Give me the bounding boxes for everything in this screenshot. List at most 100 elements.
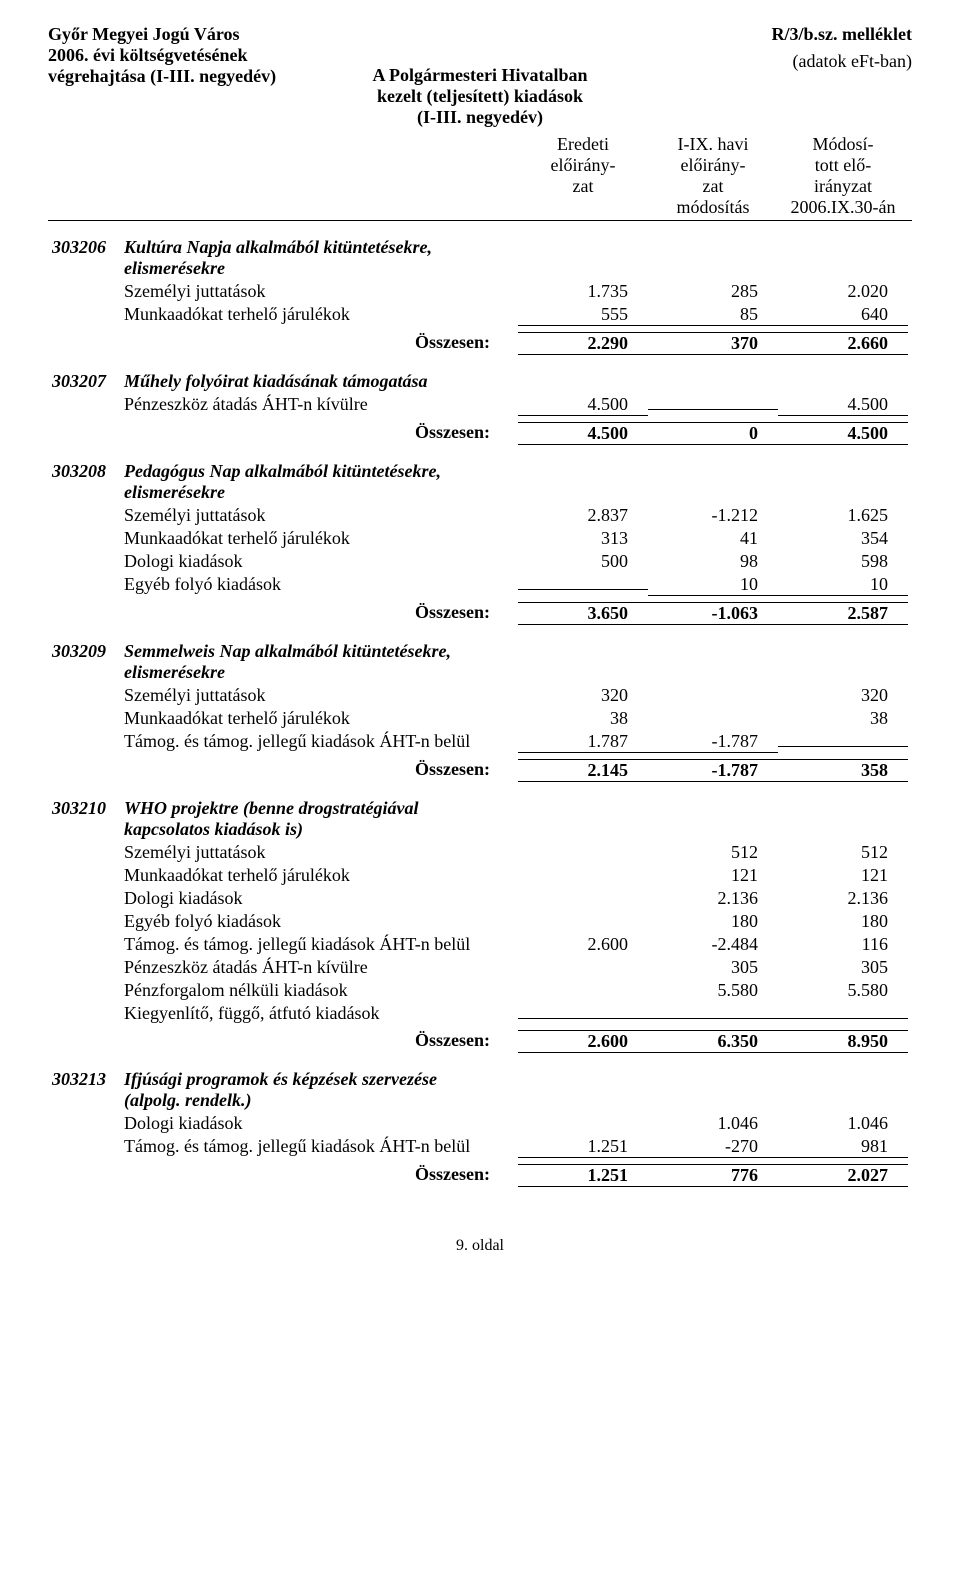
row-value [648,1018,778,1019]
row-value: 313 [518,528,648,549]
data-row: Támog. és támog. jellegű kiadások ÁHT-n … [48,731,912,753]
total-value: 2.600 [518,1030,648,1053]
total-value: 8.950 [778,1030,908,1053]
row-label: Pénzeszköz átadás ÁHT-n kívülre [48,394,518,415]
header-right: R/3/b.sz. melléklet (adatok eFt-ban) [772,24,912,72]
header-center-l3: (I-III. negyedév) [48,107,912,128]
section-text-cont: elismerésekre [124,662,912,683]
data-row: Munkaadókat terhelő járulékok55585640 [48,304,912,326]
total-value: 0 [648,422,778,445]
row-label: Támog. és támog. jellegű kiadások ÁHT-n … [48,934,518,955]
row-label: Munkaadókat terhelő járulékok [48,304,518,325]
total-value: 2.145 [518,759,648,782]
header-center-l2: kezelt (teljesített) kiadások [48,86,912,107]
section-text-cont: elismerésekre [124,258,912,279]
row-value: 85 [648,304,778,326]
total-row: Összesen:4.50004.500 [48,422,912,445]
row-value: 640 [778,304,908,326]
row-value: 1.787 [518,731,648,753]
data-row: Támog. és támog. jellegű kiadások ÁHT-n … [48,934,912,955]
section-title: 303209Semmelweis Nap alkalmából kitüntet… [48,641,912,662]
row-value: 116 [778,934,908,955]
row-label: Munkaadókat terhelő járulékok [48,708,518,729]
row-label: Egyéb folyó kiadások [48,574,518,595]
section-title-cont: elismerésekre [48,258,912,279]
row-value [518,1018,648,1019]
row-value: 10 [648,574,778,596]
section-text-cont: (alpolg. rendelk.) [124,1090,912,1111]
page-footer: 9. oldal [48,1237,912,1255]
section-title: 303206Kultúra Napja alkalmából kitünteté… [48,237,912,258]
col-header-3: Módosí- tott elő- irányzat 2006.IX.30-án [778,134,908,218]
row-value [648,409,778,410]
col3-a: Módosí- [778,134,908,155]
section-code: 303206 [48,237,124,258]
total-value: 2.290 [518,332,648,355]
row-label: Személyi juttatások [48,685,518,706]
row-value: 981 [778,1136,908,1158]
row-value: 1.046 [648,1113,778,1134]
row-value: 555 [518,304,648,326]
data-row: Dologi kiadások2.1362.136 [48,888,912,909]
col-header-2: I-IX. havi előirány- zat módosítás [648,134,778,218]
section-code: 303208 [48,461,124,482]
row-value: -1.212 [648,505,778,526]
section-text: Semmelweis Nap alkalmából kitüntetésekre… [124,641,912,662]
row-value: 1.251 [518,1136,648,1158]
data-row: Munkaadókat terhelő járulékok3838 [48,708,912,729]
row-value: 4.500 [518,394,648,416]
row-value: 2.020 [778,281,908,302]
row-label: Pénzforgalom nélküli kiadások [48,980,518,1001]
col1-c: zat [518,176,648,197]
row-value: 500 [518,551,648,572]
row-value: 10 [778,574,908,596]
row-value: 41 [648,528,778,549]
total-label: Összesen: [48,332,518,355]
data-row: Pénzeszköz átadás ÁHT-n kívülre4.5004.50… [48,394,912,416]
data-row: Személyi juttatások2.837-1.2121.625 [48,505,912,526]
total-row: Összesen:2.145-1.787358 [48,759,912,782]
total-value: 6.350 [648,1030,778,1053]
col2-c: zat [648,176,778,197]
row-label: Egyéb folyó kiadások [48,911,518,932]
total-value: 2.660 [778,332,908,355]
column-headers: Eredeti előirány- zat I-IX. havi előirán… [48,134,912,221]
data-row: Személyi juttatások320320 [48,685,912,706]
data-row: Személyi juttatások512512 [48,842,912,863]
row-value: 354 [778,528,908,549]
data-row: Munkaadókat terhelő járulékok31341354 [48,528,912,549]
total-label: Összesen: [48,422,518,445]
row-value: -270 [648,1136,778,1158]
row-value: 5.580 [778,980,908,1001]
total-value: 2.027 [778,1164,908,1187]
row-label: Munkaadókat terhelő járulékok [48,865,518,886]
section-title: 303213Ifjúsági programok és képzések sze… [48,1069,912,1090]
row-value: 512 [778,842,908,863]
col2-b: előirány- [648,155,778,176]
col1-a: Eredeti [518,134,648,155]
row-value: 320 [518,685,648,706]
total-value: 4.500 [778,422,908,445]
row-label: Személyi juttatások [48,505,518,526]
row-value [518,589,648,590]
section-text: Műhely folyóirat kiadásának támogatása [124,371,912,392]
row-label: Támog. és támog. jellegű kiadások ÁHT-n … [48,1136,518,1157]
total-row: Összesen:2.2903702.660 [48,332,912,355]
row-value: 598 [778,551,908,572]
total-row: Összesen:1.2517762.027 [48,1164,912,1187]
data-row: Dologi kiadások1.0461.046 [48,1113,912,1134]
row-value: 285 [648,281,778,302]
row-value: 1.735 [518,281,648,302]
section-text-cont: kapcsolatos kiadások is) [124,819,912,840]
section-code: 303209 [48,641,124,662]
row-label: Dologi kiadások [48,1113,518,1134]
row-value: -1.787 [648,731,778,753]
row-label: Támog. és támog. jellegű kiadások ÁHT-n … [48,731,518,752]
total-label: Összesen: [48,1164,518,1187]
section-title-cont: kapcsolatos kiadások is) [48,819,912,840]
total-value: 3.650 [518,602,648,625]
total-row: Összesen:3.650-1.0632.587 [48,602,912,625]
row-label: Személyi juttatások [48,281,518,302]
total-value: 358 [778,759,908,782]
row-value: 5.580 [648,980,778,1001]
